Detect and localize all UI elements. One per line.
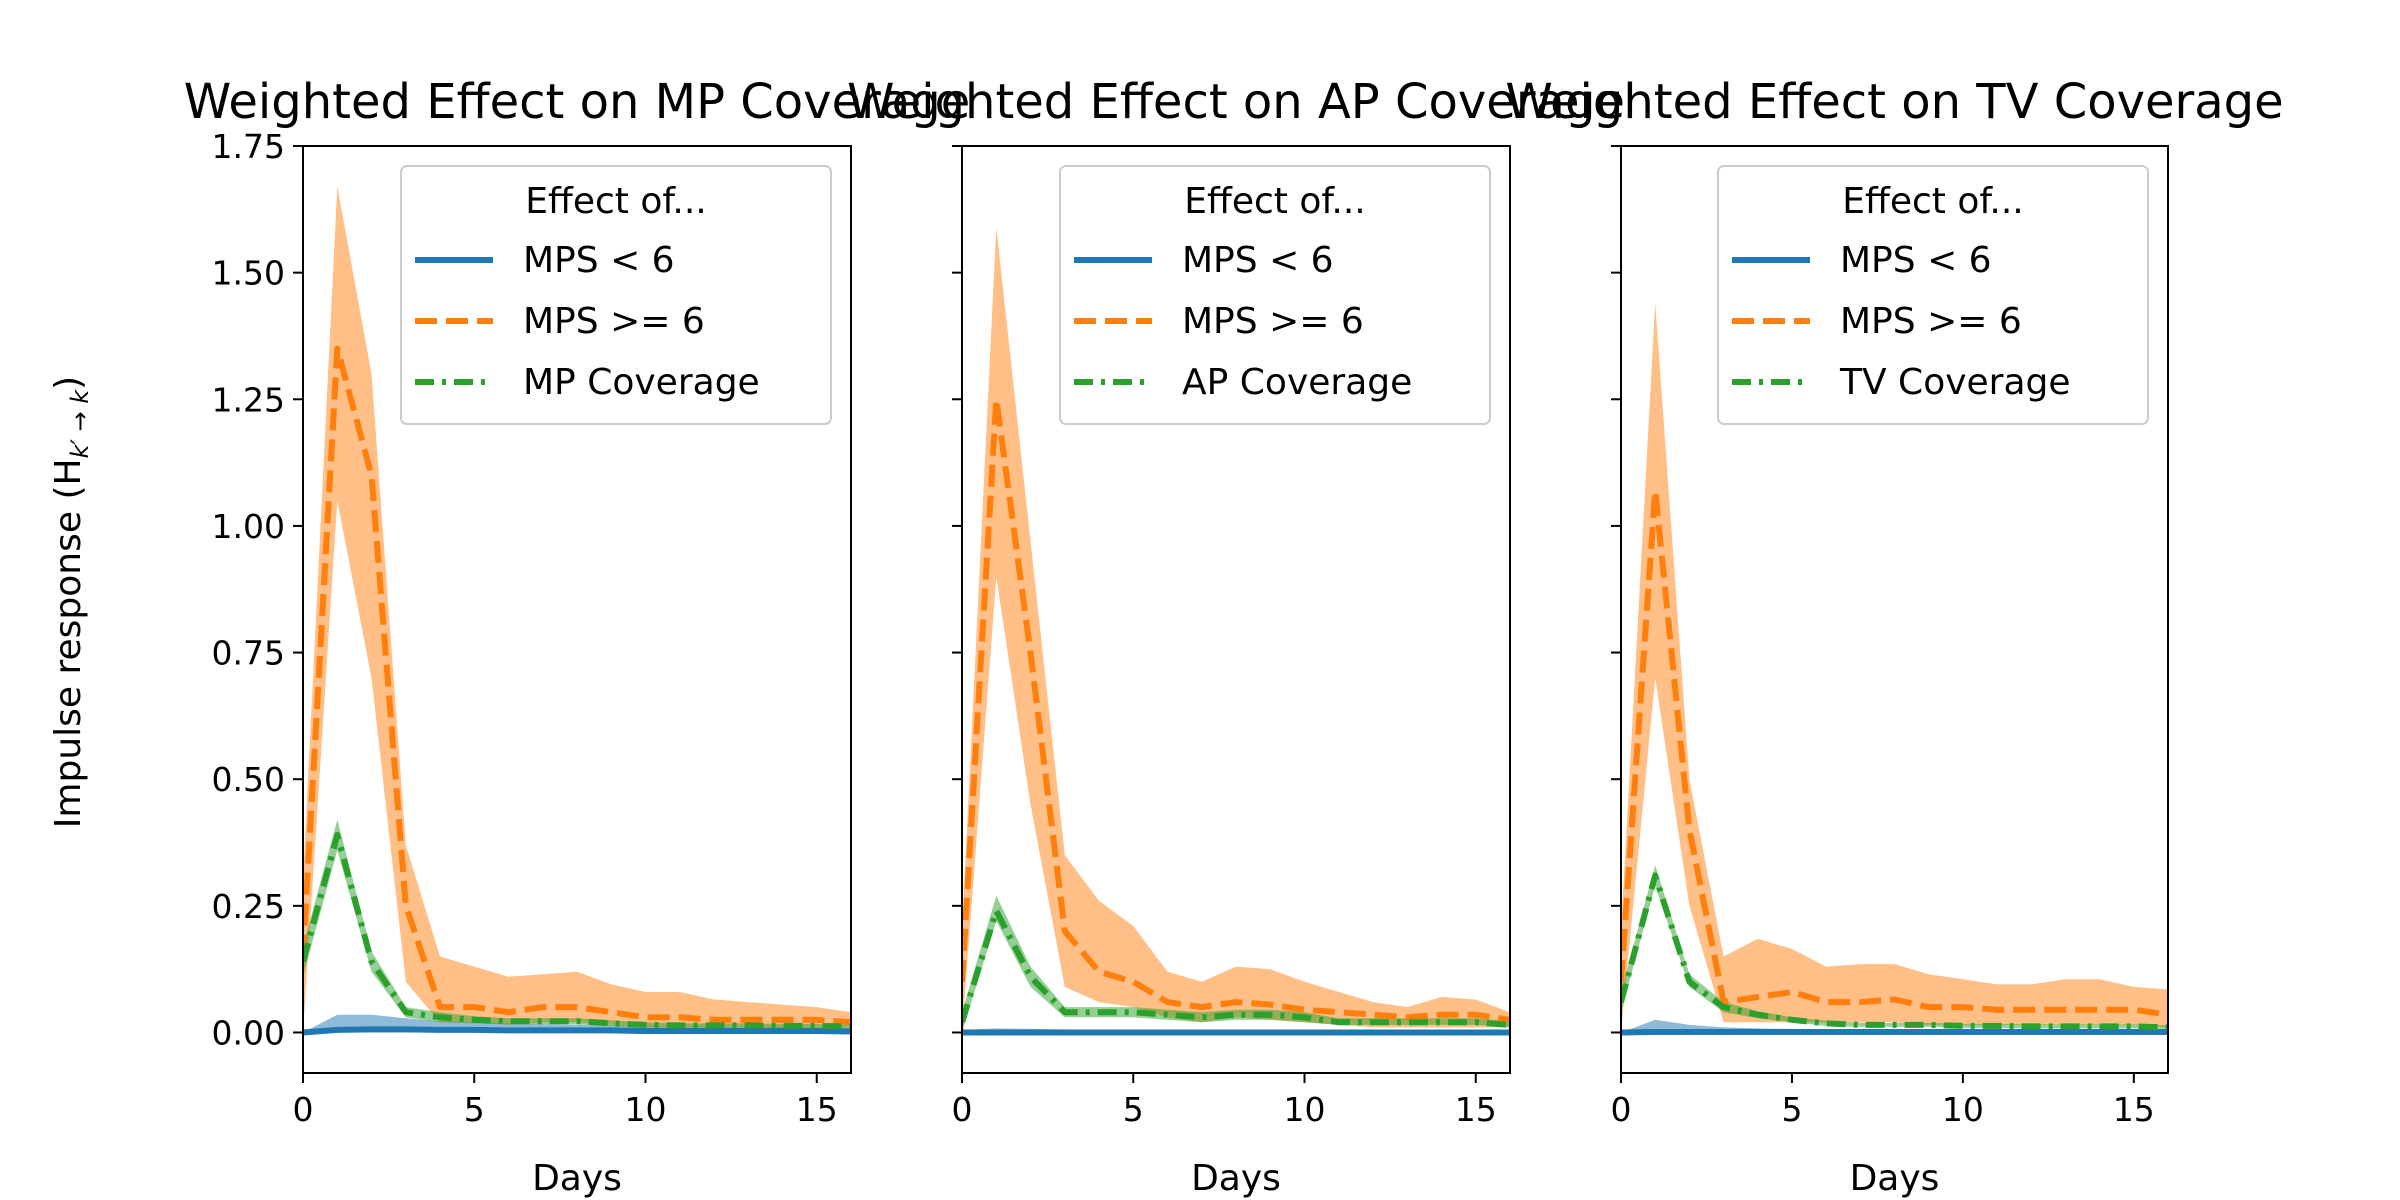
legend-label-0: MPS < 6 (523, 240, 675, 281)
series-line-2 (1621, 872, 2168, 1031)
legend-box (1717, 165, 2149, 425)
confidence-band-2 (962, 895, 1510, 1033)
ylabel-subscript: k′ → k (66, 389, 94, 459)
y-tick-label: 0.50 (212, 760, 285, 799)
legend: Effect of... MPS < 6 MPS >= 6 MP Coverage (400, 165, 832, 425)
panel-2: 0 5 10 15 Days Effect of... MPS < 6 MPS >= 6 TV … (1505, 74, 2283, 1199)
legend-label-0: MPS < 6 (1182, 240, 1334, 281)
x-tick-label: 5 (1123, 1090, 1144, 1129)
figure-ylabel: Impulse response (Hk′ → k) (48, 376, 94, 828)
chart-title: Weighted Effect on AP Coverage (847, 74, 1625, 130)
series-line-2 (303, 831, 851, 1030)
axes-frame (961, 145, 1511, 1074)
x-tick-label: 10 (1284, 1090, 1326, 1129)
y-tick-label: 0.25 (212, 887, 285, 926)
plot-area (962, 227, 1510, 1036)
legend-label-1: MPS >= 6 (1840, 301, 2022, 342)
legend-title: Effect of... (525, 181, 706, 222)
legend-label-2: MP Coverage (523, 362, 760, 403)
legend: Effect of... MPS < 6 MPS >= 6 AP Coverage (1059, 165, 1491, 425)
series-line-2 (962, 907, 1510, 1028)
axes-frame (302, 145, 852, 1074)
chart-title: Weighted Effect on MP Coverage (184, 74, 971, 130)
chart-title: Weighted Effect on TV Coverage (1505, 74, 2283, 130)
legend-title: Effect of... (1842, 181, 2023, 222)
y-tick-label: 1.75 (212, 127, 285, 166)
series-line-0 (1621, 1029, 2168, 1036)
series-line-1 (1621, 487, 2168, 1018)
legend-label-0: MPS < 6 (1840, 240, 1992, 281)
x-tick-label: 15 (2113, 1090, 2155, 1129)
ylabel-main: Impulse response (H (48, 458, 89, 828)
series-line-1 (962, 396, 1510, 1023)
plot-area (1621, 303, 2168, 1036)
series-line-0 (303, 1026, 851, 1036)
legend-title: Effect of... (1184, 181, 1365, 222)
x-tick-label: 10 (1942, 1090, 1984, 1129)
x-tick-label: 0 (1611, 1090, 1632, 1129)
axes-frame (1620, 145, 2169, 1074)
legend-label-2: AP Coverage (1182, 362, 1412, 403)
panel-0: 0 5 10 15 0.00 0.25 0.50 0.75 1.00 1.25 1.50 1.75 Da… (184, 74, 971, 1199)
x-tick-label: 5 (1781, 1090, 1802, 1129)
x-tick-label: 15 (1455, 1090, 1497, 1129)
y-tick-label: 1.25 (212, 380, 285, 419)
series-line-1 (303, 345, 851, 1026)
x-tick-label: 0 (293, 1090, 314, 1129)
x-axis-label: Days (532, 1158, 622, 1199)
panel-1: 0 5 10 15 Days Effect of... MPS < 6 MPS >= 6 AP … (847, 74, 1625, 1199)
y-tick-label: 1.00 (212, 507, 285, 546)
y-tick-label: 1.50 (212, 254, 285, 293)
legend-label-1: MPS >= 6 (523, 301, 705, 342)
legend-label-2: TV Coverage (1839, 362, 2071, 403)
x-axis-label: Days (1850, 1158, 1940, 1199)
legend-label-1: MPS >= 6 (1182, 301, 1364, 342)
ylabel-close: ) (48, 376, 89, 390)
y-tick-label: 0.00 (212, 1013, 285, 1052)
panels: 0 5 10 15 0.00 0.25 0.50 0.75 1.00 1.25 1.50 1.75 Da… (184, 74, 2284, 1199)
x-tick-label: 0 (952, 1090, 973, 1129)
legend-box (400, 165, 832, 425)
y-tick-label: 0.75 (212, 634, 285, 673)
legend-box (1059, 165, 1491, 425)
x-tick-label: 15 (796, 1090, 838, 1129)
x-tick-label: 10 (625, 1090, 667, 1129)
x-axis-label: Days (1191, 1158, 1281, 1199)
legend: Effect of... MPS < 6 MPS >= 6 TV Coverage (1717, 165, 2149, 425)
plot-area (303, 186, 851, 1036)
x-tick-label: 5 (464, 1090, 485, 1129)
